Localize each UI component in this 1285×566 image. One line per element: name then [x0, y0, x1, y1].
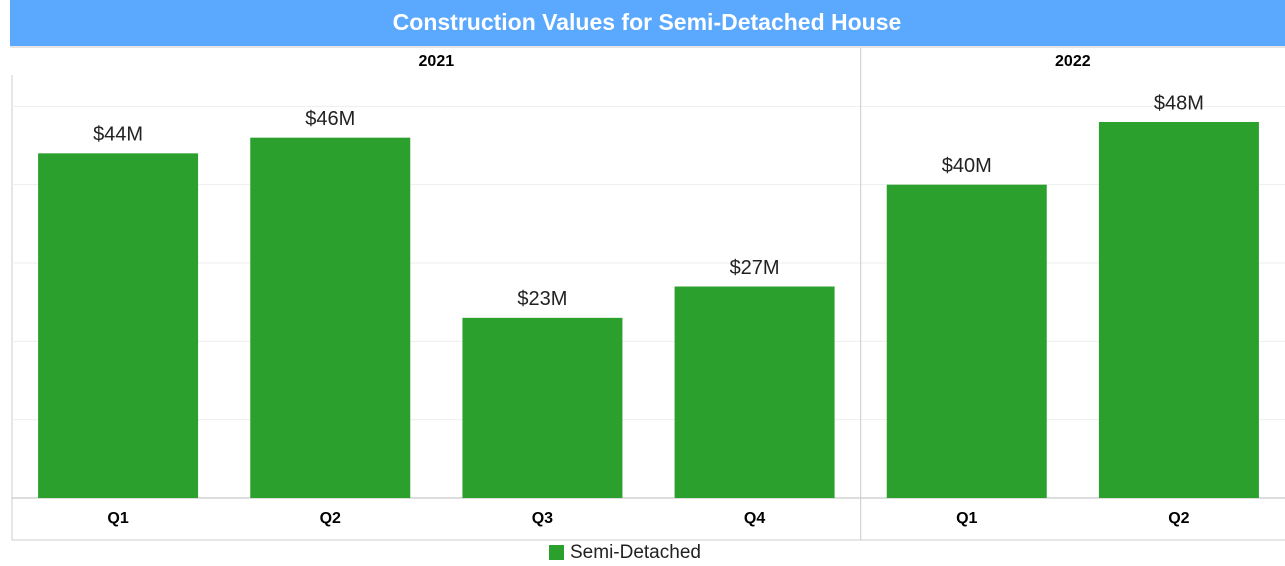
data-label: $23M: [517, 288, 567, 310]
bar: [886, 184, 1047, 498]
x-tick-label: Q1: [956, 510, 977, 527]
data-label: $27M: [730, 257, 780, 279]
group-label: 2021: [419, 53, 455, 70]
bar: [462, 317, 623, 498]
group-label: 2022: [1055, 53, 1091, 70]
legend-label: Semi-Detached: [570, 542, 701, 563]
bar: [250, 137, 411, 498]
data-label: $40M: [942, 155, 992, 177]
title-bar: [10, 0, 1285, 46]
x-tick-label: Q4: [744, 510, 765, 527]
data-label: $44M: [93, 124, 143, 146]
bar: [38, 153, 199, 499]
bar: [674, 286, 835, 498]
bar: [1098, 122, 1259, 498]
x-tick-label: Q3: [532, 510, 553, 527]
data-label: $48M: [1154, 92, 1204, 114]
data-label: $46M: [305, 108, 355, 130]
x-tick-label: Q2: [320, 510, 341, 527]
x-tick-label: Q1: [107, 510, 128, 527]
chart-title: Construction Values for Semi-Detached Ho…: [393, 9, 902, 35]
legend-swatch: [549, 545, 564, 560]
x-tick-label: Q2: [1168, 510, 1189, 527]
